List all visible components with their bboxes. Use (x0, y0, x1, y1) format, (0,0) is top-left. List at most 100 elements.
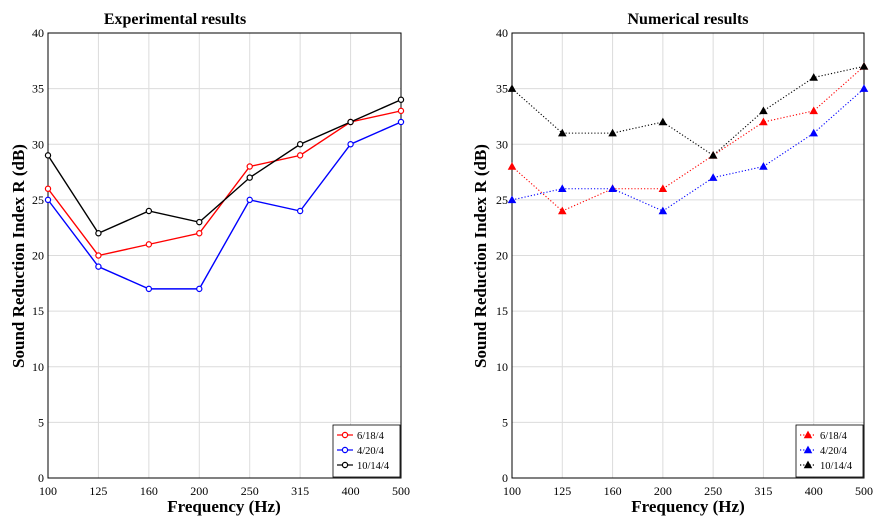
legend-label: 4/20/4 (820, 446, 848, 457)
grid (512, 33, 864, 478)
y-tick-label: 0 (502, 471, 508, 485)
data-point (809, 128, 818, 137)
x-tick-label: 500 (855, 484, 873, 498)
legend-label: 6/18/4 (820, 431, 848, 442)
x-tick-label: 400 (805, 484, 823, 498)
series-line (47, 121, 402, 290)
legend-marker (803, 445, 813, 454)
data-point (809, 73, 818, 81)
y-tick-label: 35 (32, 82, 44, 96)
data-point (658, 206, 668, 215)
series-line (47, 99, 402, 235)
legend-item: 10/14/4 (337, 461, 390, 472)
data-point (507, 195, 517, 204)
y-tick-label: 20 (496, 249, 508, 263)
y-tick-label: 25 (32, 193, 44, 207)
data-point (397, 107, 405, 115)
data-point (558, 184, 567, 193)
tick-labels: 100 125 160 200 250 315 400 500 0 5 10 15 20 25 30 35 40 (496, 26, 873, 498)
data-point (196, 285, 203, 293)
y-tick-label: 0 (38, 471, 44, 485)
x-axis-label: Frequency (Hz) (167, 497, 280, 516)
data-point (246, 174, 253, 181)
tick-labels: 100 125 160 200 250 315 400 500 0 5 10 15 20 25 30 35 40 (32, 26, 410, 498)
data-point (296, 207, 304, 215)
series-10/14/4 (44, 96, 405, 237)
y-axis-label: Sound Reduction Index R (dB) (9, 144, 28, 368)
data-point (859, 61, 869, 70)
y-tick-label: 5 (38, 415, 44, 429)
legend-label: 4/20/4 (357, 446, 385, 457)
data-point (397, 118, 405, 126)
y-tick-label: 40 (496, 26, 508, 40)
data-point (296, 141, 304, 148)
data-point (95, 252, 102, 259)
x-axis-label: Frequency (Hz) (631, 497, 744, 516)
y-tick-label: 15 (32, 304, 44, 318)
y-tick-label: 30 (496, 137, 508, 151)
y-tick-label: 40 (32, 26, 44, 40)
data-point (296, 152, 304, 159)
data-point (558, 128, 567, 137)
data-point (658, 184, 668, 193)
legend-label: 10/14/4 (357, 461, 390, 472)
data-point (246, 196, 253, 204)
plot-area (511, 32, 865, 479)
x-tick-label: 250 (241, 484, 259, 498)
x-tick-label: 315 (291, 484, 309, 498)
legend: 6/18/4 4/20/4 10/14/4 (795, 424, 864, 478)
legend-item: 6/18/4 (337, 431, 385, 442)
x-tick-label: 250 (704, 484, 722, 498)
series-line (511, 65, 865, 157)
data-point (608, 128, 617, 137)
legend-marker (341, 461, 349, 469)
x-tick-label: 100 (39, 484, 57, 498)
data-point (347, 141, 354, 148)
data-point (397, 96, 405, 103)
data-point (608, 184, 617, 193)
legend-item: 10/14/4 (800, 460, 853, 472)
y-tick-label: 5 (502, 415, 508, 429)
data-point (196, 218, 203, 226)
data-point (708, 150, 718, 159)
legend-marker (803, 430, 813, 439)
chart-numerical: Numerical results 100 125 160 200 250 315 400 5… (471, 11, 873, 516)
series-line (511, 65, 865, 212)
legend-marker (341, 431, 349, 439)
legend: 6/18/4 4/20/4 10/14/4 (332, 424, 401, 478)
chart-experimental: Experimental results 100 125 160 200 250 315 4… (9, 11, 410, 516)
x-tick-label: 100 (503, 484, 521, 498)
data-point (759, 106, 768, 115)
y-tick-label: 30 (32, 137, 44, 151)
data-point (44, 185, 52, 192)
x-tick-label: 160 (604, 484, 622, 498)
legend-label: 6/18/4 (357, 431, 385, 442)
data-point (859, 84, 869, 92)
y-tick-label: 15 (496, 304, 508, 318)
legend-marker (803, 460, 813, 469)
series-group (507, 61, 869, 215)
data-point (708, 173, 718, 181)
chart-title: Numerical results (627, 11, 748, 28)
data-point (759, 162, 768, 170)
legend-item: 4/20/4 (337, 446, 385, 457)
plot-area (47, 32, 402, 479)
data-point (658, 117, 668, 126)
data-point (95, 230, 102, 237)
x-tick-label: 125 (89, 484, 107, 498)
data-point (44, 196, 52, 204)
x-tick-label: 315 (754, 484, 772, 498)
data-point (246, 163, 253, 170)
series-10/14/4 (507, 61, 869, 159)
series-4/20/4 (44, 118, 405, 293)
x-tick-label: 400 (342, 484, 360, 498)
data-point (145, 207, 153, 215)
legend-label: 10/14/4 (820, 461, 853, 472)
grid (48, 33, 401, 478)
data-point (759, 117, 768, 126)
series-line (511, 88, 865, 212)
data-point (145, 285, 153, 293)
legend-item: 6/18/4 (800, 430, 848, 442)
series-4/20/4 (507, 84, 869, 215)
